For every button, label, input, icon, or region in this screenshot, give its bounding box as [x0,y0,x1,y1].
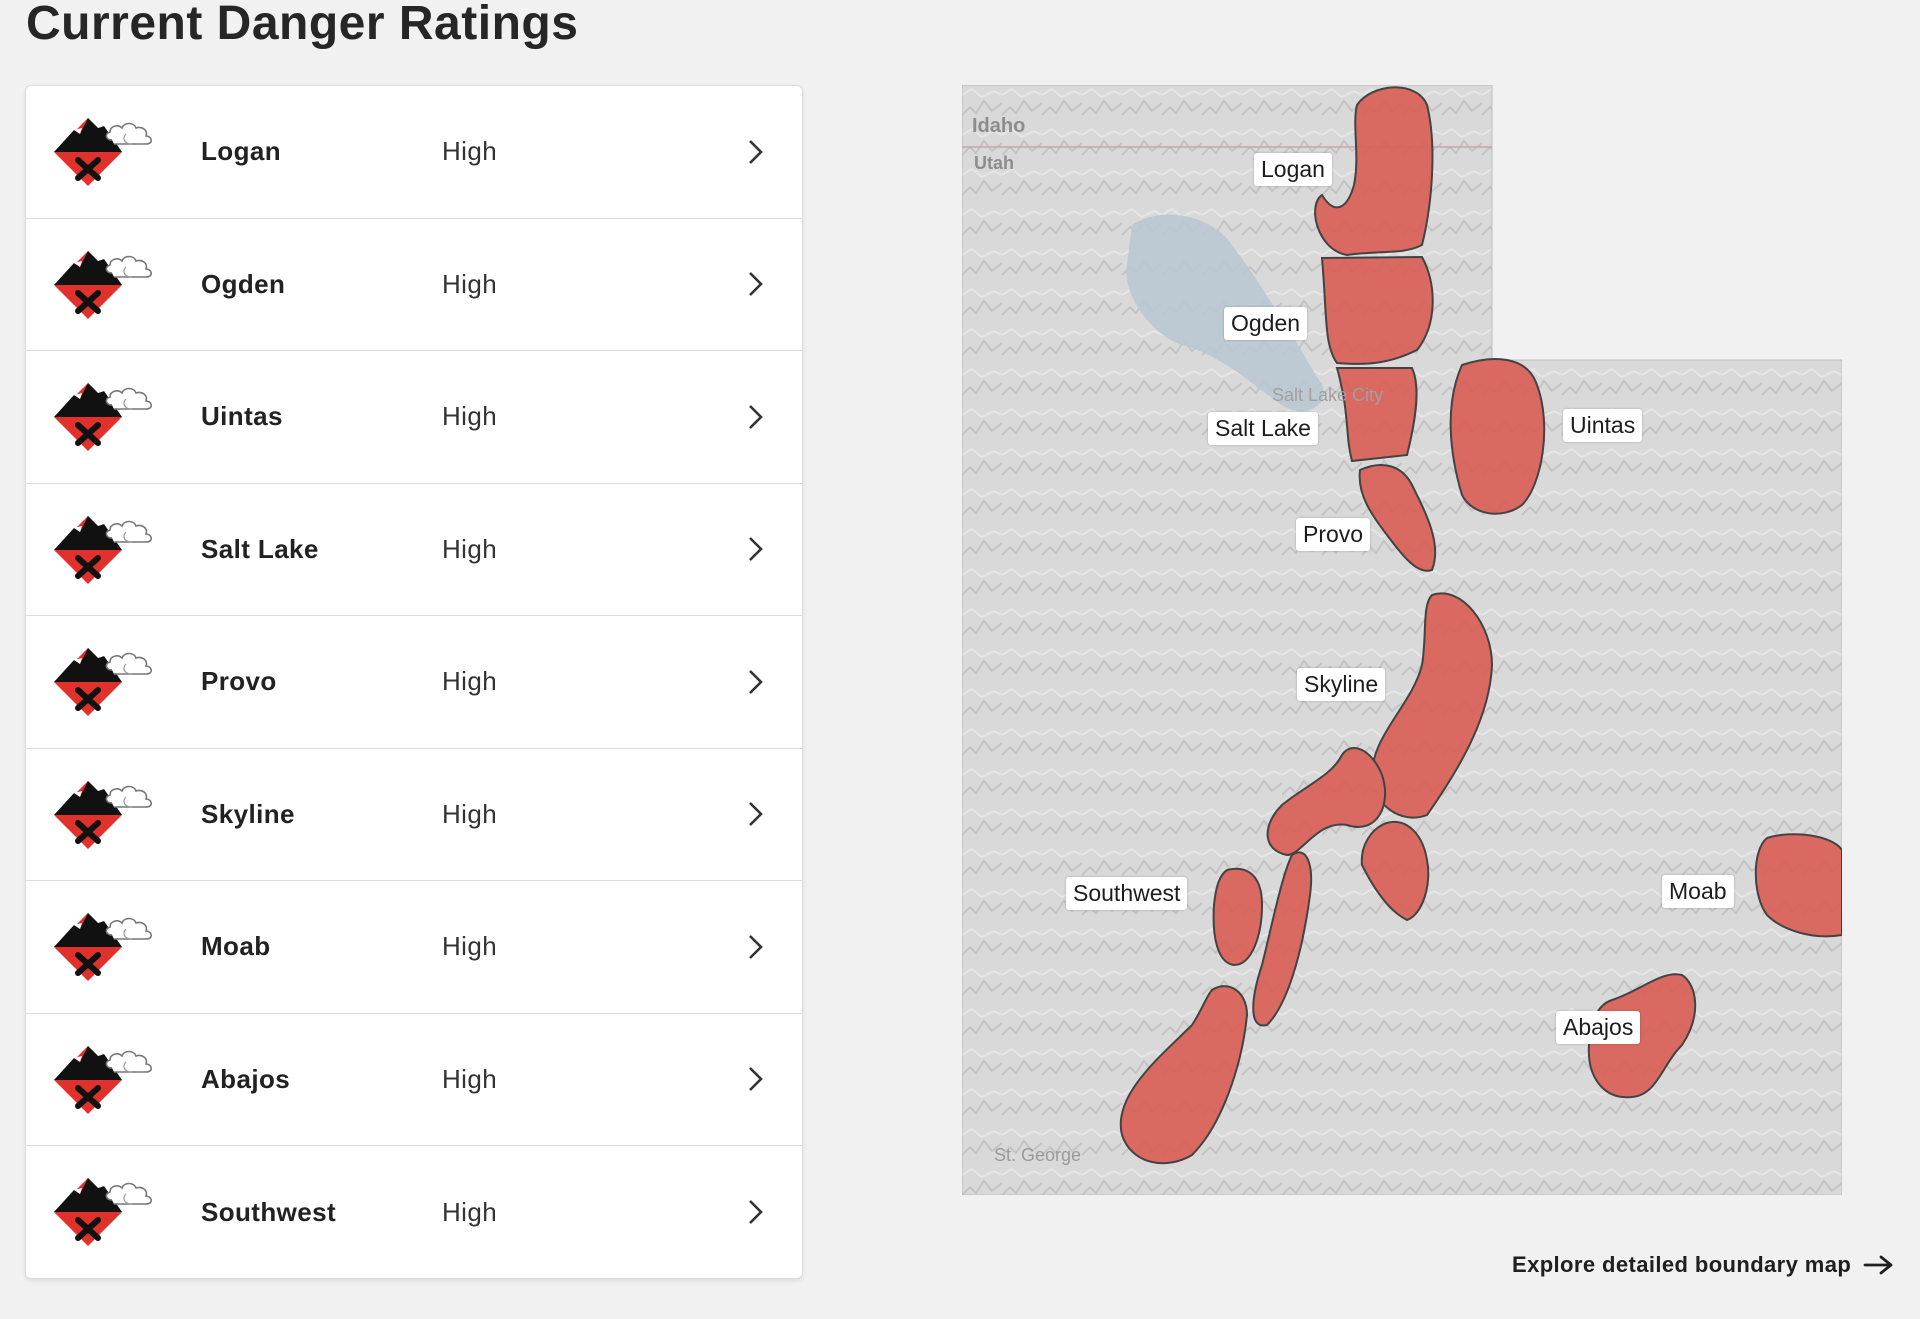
zone-shape-southwest-mid [1252,851,1313,1027]
zone-row-logan[interactable]: Logan High [26,86,802,219]
danger-rating: High [442,401,498,432]
zone-name: Provo [201,666,277,697]
basemap-label-idaho: Idaho [972,115,1026,137]
chevron-right-icon [749,272,763,297]
explore-boundary-map-link[interactable]: Explore detailed boundary map [1512,1252,1895,1278]
chevron-right-icon [749,1200,763,1225]
danger-high-icon [54,118,153,186]
zone-shape-southwest-north [1212,867,1264,967]
danger-high-icon [54,515,153,584]
chevron-right-icon [749,802,763,827]
map-label-salt-lake[interactable]: Salt Lake [1208,412,1318,445]
chevron-right-icon [749,139,763,164]
map-label-provo[interactable]: Provo [1296,518,1371,551]
zone-row-skyline[interactable]: Skyline High [26,749,802,881]
arrow-right-icon [1863,1255,1893,1275]
zone-row-salt-lake[interactable]: Salt Lake High [26,484,802,616]
chevron-right-icon [749,669,763,694]
zone-name: Ogden [201,268,286,299]
zone-shape-abajos [1587,973,1697,1099]
danger-rating: High [442,798,498,829]
danger-high-icon [54,648,153,716]
danger-high-icon [54,383,153,451]
zone-shape-sanpete [1360,820,1430,922]
zone-row-southwest[interactable]: Southwest High [26,1146,802,1278]
zone-shape-central [1266,746,1387,857]
danger-high-icon [54,250,153,319]
zone-name: Abajos [201,1063,291,1094]
danger-high-icon [54,913,153,981]
basemap-label-utah: Utah [974,153,1014,173]
utah-basemap [962,85,1842,1195]
basemap-label-salt-lake-city: Salt Lake City [1272,385,1384,405]
map-label-southwest[interactable]: Southwest [1066,877,1188,910]
zone-shape-southwest [1119,985,1249,1165]
zone-row-abajos[interactable]: Abajos High [26,1014,802,1146]
chevron-right-icon [749,404,763,429]
map-label-uintas[interactable]: Uintas [1563,409,1643,442]
chevron-right-icon [749,1067,763,1092]
danger-rating: High [442,1063,498,1094]
zone-shape-ogden [1320,255,1434,365]
zone-shape-moab [1754,833,1842,938]
zone-row-uintas[interactable]: Uintas High [26,351,802,484]
chevron-right-icon [749,537,763,562]
chevron-right-icon [749,934,763,959]
zone-shape-skyline [1370,592,1494,819]
danger-rating: High [442,136,498,167]
zone-name: Skyline [201,798,295,829]
danger-rating: High [442,666,498,697]
zone-name: Logan [201,136,281,167]
danger-high-icon [54,1178,153,1246]
danger-rating: High [442,1196,498,1227]
danger-ratings-list: Logan High Ogden High Uintas High Salt L… [25,85,803,1279]
zone-shape-uintas [1449,358,1546,515]
zone-map[interactable]: Idaho Utah Salt Lake City St. George Log… [962,85,1842,1195]
map-label-moab[interactable]: Moab [1662,875,1734,908]
zone-shape-logan [1314,86,1434,257]
map-label-ogden[interactable]: Ogden [1224,307,1308,340]
zone-name: Moab [201,931,271,962]
basemap-label-st-george: St. George [994,1145,1082,1165]
map-label-abajos[interactable]: Abajos [1556,1011,1641,1044]
zone-row-provo[interactable]: Provo High [26,616,802,749]
explore-link-label: Explore detailed boundary map [1512,1252,1852,1277]
zone-name: Uintas [201,401,283,432]
zone-shape-salt-lake [1335,367,1418,463]
map-label-skyline[interactable]: Skyline [1297,668,1386,701]
zone-name: Southwest [201,1196,337,1227]
danger-rating: High [442,931,498,962]
danger-high-icon [54,1045,153,1114]
forecast-zones [1119,86,1842,1165]
zone-row-moab[interactable]: Moab High [26,881,802,1014]
danger-rating: High [442,533,498,564]
zone-shape-provo [1358,464,1437,572]
page-title: Current Danger Ratings [26,0,579,50]
map-label-logan[interactable]: Logan [1254,153,1332,186]
danger-rating: High [442,268,498,299]
zone-name: Salt Lake [201,533,319,564]
danger-high-icon [54,780,153,849]
zone-row-ogden[interactable]: Ogden High [26,219,802,351]
